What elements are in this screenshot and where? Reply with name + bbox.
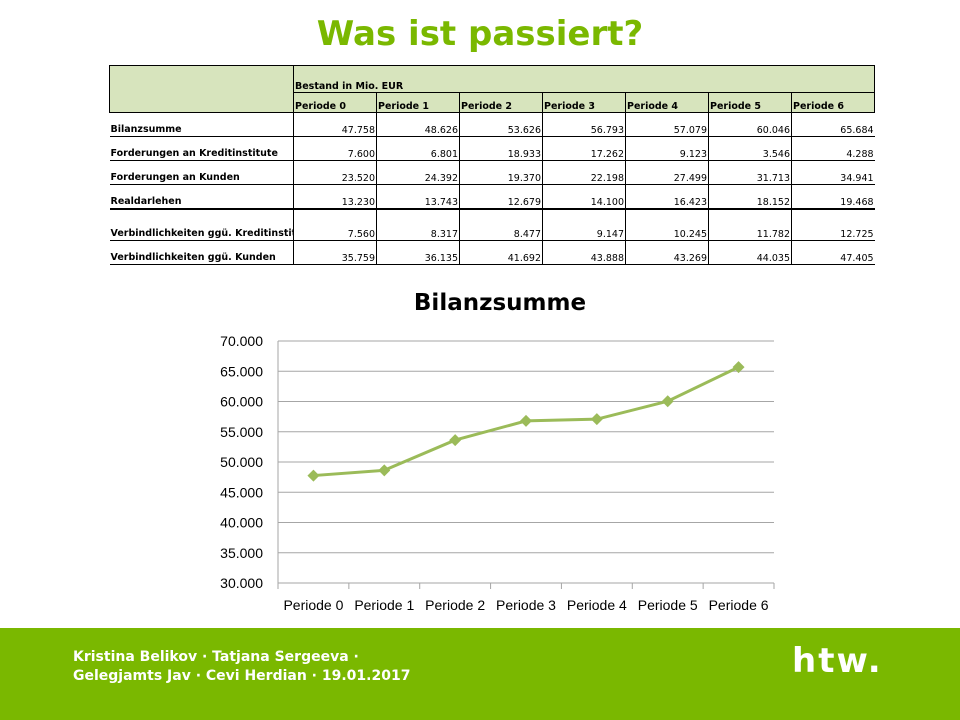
table-cell: 23.520 <box>293 160 377 185</box>
table-period-header: Periode 3 <box>542 92 626 113</box>
data-point <box>520 414 532 427</box>
data-point <box>590 413 603 426</box>
table-period-header: Periode 0 <box>293 92 377 113</box>
table-row: Forderungen an Kunden 23.520 24.392 19.370 2… <box>109 160 875 185</box>
table-cell: 60.046 <box>708 112 792 137</box>
data-point <box>449 434 462 447</box>
table-cell: 8.317 <box>376 209 460 241</box>
table-period-header: Periode 1 <box>376 92 460 113</box>
table-cell: 22.198 <box>542 160 626 185</box>
table-cell: 19.468 <box>790 184 875 210</box>
table-cell: 13.743 <box>376 184 460 210</box>
table-cell: 4.288 <box>790 136 875 161</box>
data-point <box>661 395 674 408</box>
table-row: Forderungen an Kreditinstitute 7.600 6.801… <box>109 136 875 161</box>
x-tick-label: Periode 1 <box>354 597 414 613</box>
table-cell: 31.713 <box>708 160 792 185</box>
y-tick-label: 55.000 <box>220 424 263 440</box>
x-tick-label: Periode 2 <box>425 597 485 613</box>
data-table: Bestand in Mio. EUR Periode 0 Periode 1 Pe… <box>109 65 876 265</box>
table-cell: 41.692 <box>459 240 543 265</box>
table-cell: 9.123 <box>625 136 709 161</box>
table-cell: 43.888 <box>542 240 626 265</box>
table-cell: 27.499 <box>625 160 709 185</box>
table-cell: 47.758 <box>293 112 377 137</box>
table-corner-cell <box>109 65 294 113</box>
table-cell: 7.560 <box>293 209 377 241</box>
table-row-label: Verbindlichkeiten ggü. Kunden <box>109 240 294 265</box>
table-period-header: Periode 4 <box>625 92 709 113</box>
line-chart: 30.000 35.000 40.000 45.000 50.000 55.000 60.0… <box>220 333 775 613</box>
table-cell: 12.679 <box>459 184 543 210</box>
table-period-header: Periode 5 <box>708 92 792 113</box>
table-cell: 6.801 <box>376 136 460 161</box>
table-cell: 24.392 <box>376 160 460 185</box>
table-cell: 17.262 <box>542 136 626 161</box>
y-tick-label: 35.000 <box>220 545 263 561</box>
x-tick-label: Periode 0 <box>283 597 343 613</box>
table-cell: 18.152 <box>708 184 792 210</box>
table-row-label: Realdarlehen <box>109 184 294 210</box>
table-cell: 57.079 <box>625 112 709 137</box>
table-row-label: Forderungen an Kreditinstitute <box>109 136 294 161</box>
y-tick-label: 50.000 <box>220 454 263 470</box>
table-cell: 65.684 <box>790 112 875 137</box>
data-point <box>732 361 745 374</box>
table-cell: 35.759 <box>293 240 377 265</box>
table-cell: 43.269 <box>625 240 709 265</box>
y-tick-label: 70.000 <box>220 333 263 349</box>
table-cell: 14.100 <box>542 184 626 210</box>
table-row-label: Forderungen an Kunden <box>109 160 294 185</box>
table-cell: 56.793 <box>542 112 626 137</box>
table-row: Bilanzsumme 47.758 48.626 53.626 56.793 57.07… <box>109 112 875 137</box>
table-cell: 53.626 <box>459 112 543 137</box>
chart-title: Bilanzsumme <box>413 290 587 316</box>
y-tick-label: 45.000 <box>220 484 263 500</box>
table-cell: 44.035 <box>708 240 792 265</box>
table-row: Verbindlichkeiten ggü. Kunden 35.759 36.13… <box>109 240 875 265</box>
table-cell: 47.405 <box>790 240 875 265</box>
y-tick-label: 65.000 <box>220 363 263 379</box>
y-tick-label: 30.000 <box>220 575 263 591</box>
table-cell: 19.370 <box>459 160 543 185</box>
table-cell: 9.147 <box>542 209 626 241</box>
data-point <box>307 469 320 482</box>
table-cell: 11.782 <box>708 209 792 241</box>
table-cell: 8.477 <box>459 209 543 241</box>
slide-title: Was ist passiert? <box>316 14 644 54</box>
table-cell: 13.230 <box>293 184 377 210</box>
footer-authors: Kristina Belikov · Tatjana Sergeeva · Ge… <box>73 649 411 684</box>
table-cell: 10.245 <box>625 209 709 241</box>
table-group-header: Bestand in Mio. EUR <box>292 65 876 93</box>
table-cell: 36.135 <box>376 240 460 265</box>
table-cell: 16.423 <box>625 184 709 210</box>
table-cell: 7.600 <box>293 136 377 161</box>
htw-logo: htw. <box>792 641 883 681</box>
x-tick-label: Periode 6 <box>709 597 769 613</box>
table-period-header: Periode 6 <box>790 92 876 113</box>
x-tick-label: Periode 4 <box>567 597 627 613</box>
table-row-label: Bilanzsumme <box>109 112 294 137</box>
footer-bar <box>0 628 960 720</box>
table-cell: 18.933 <box>459 136 543 161</box>
table-cell: 12.725 <box>790 209 875 241</box>
table-row: Verbindlichkeiten ggü. Kreditinstituten7… <box>109 209 875 241</box>
y-tick-label: 60.000 <box>220 394 263 410</box>
data-point <box>378 464 391 477</box>
x-tick-label: Periode 3 <box>496 597 556 613</box>
table-period-header: Periode 2 <box>459 92 543 113</box>
table-cell: 3.546 <box>708 136 792 161</box>
x-tick-label: Periode 5 <box>638 597 698 613</box>
y-tick-label: 40.000 <box>220 515 263 531</box>
table-cell: 34.941 <box>790 160 875 185</box>
table-row-label: Verbindlichkeiten ggü. Kreditinstituten <box>109 209 294 241</box>
table-cell: 48.626 <box>376 112 460 137</box>
table-row: Realdarlehen 13.230 13.743 12.679 14.100 16.4… <box>109 184 875 210</box>
